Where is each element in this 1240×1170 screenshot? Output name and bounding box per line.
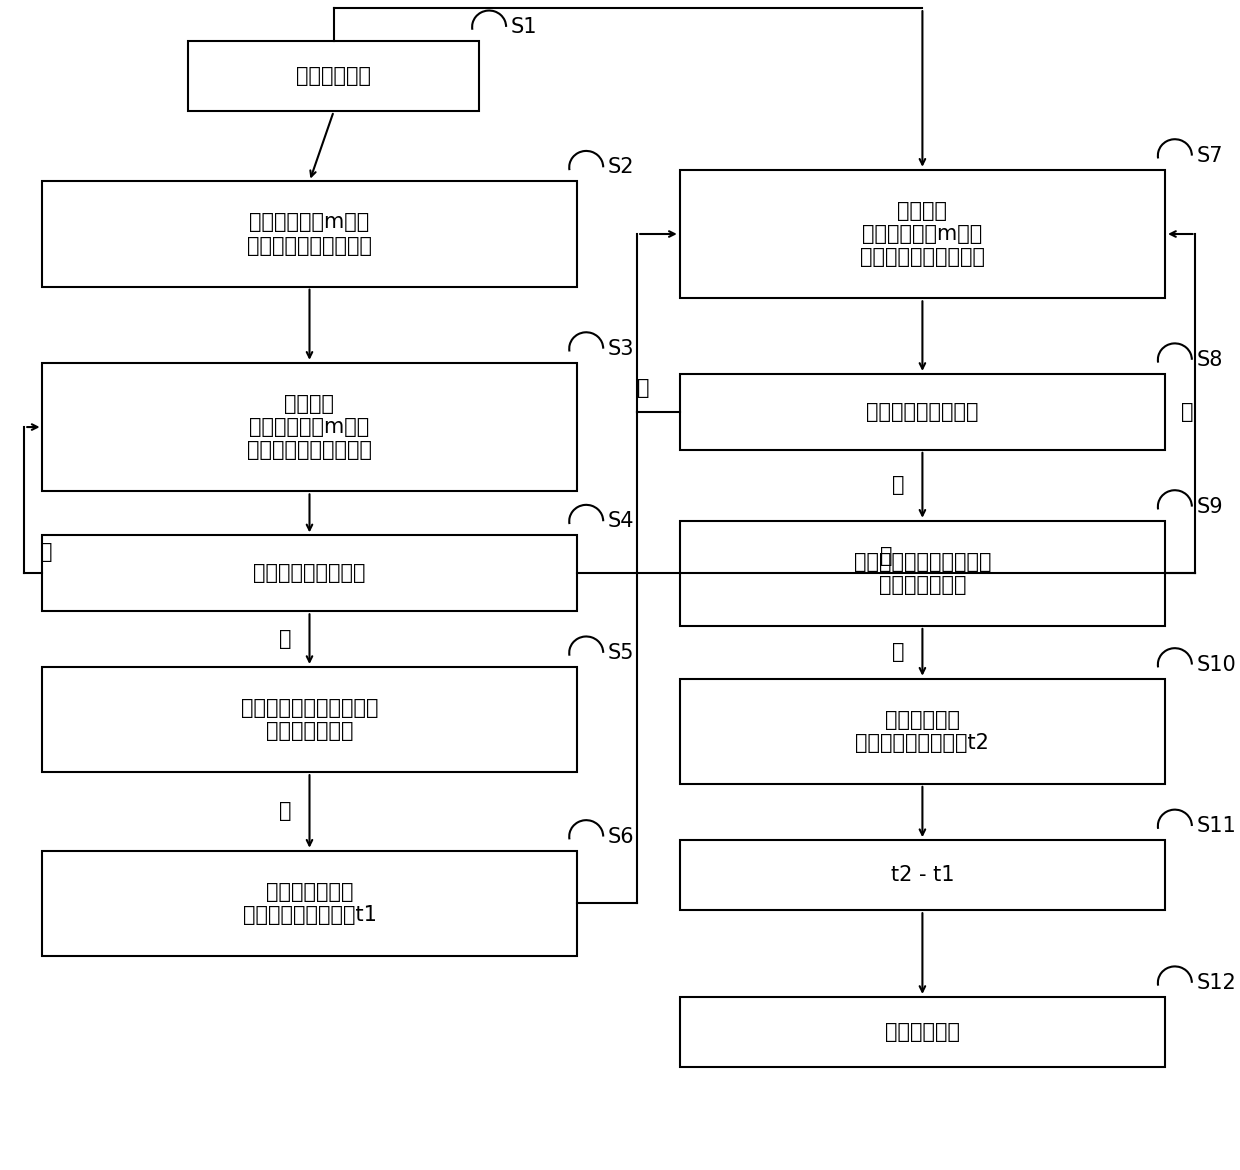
Text: 否: 否 — [279, 801, 291, 821]
Bar — [680, 373, 1166, 449]
Text: S5: S5 — [608, 642, 635, 663]
Bar — [680, 840, 1166, 910]
Text: S11: S11 — [1197, 815, 1236, 837]
Bar — [680, 679, 1166, 784]
Text: 是: 是 — [879, 545, 893, 566]
Text: 是: 是 — [892, 475, 904, 495]
Text: 否: 否 — [892, 642, 904, 662]
Text: S3: S3 — [608, 338, 635, 359]
Text: S8: S8 — [1197, 350, 1223, 370]
Text: 检测到回波，
计算基准波前沿时刻t2: 检测到回波， 计算基准波前沿时刻t2 — [856, 710, 990, 752]
Text: 关闭计算窗口: 关闭计算窗口 — [885, 1021, 960, 1042]
Text: 拟合的直线斜率与前一组
斜率比较，大于: 拟合的直线斜率与前一组 斜率比较，大于 — [853, 552, 991, 594]
Text: S1: S1 — [511, 16, 537, 37]
Text: t2 - t1: t2 - t1 — [890, 865, 954, 886]
Bar — [680, 521, 1166, 626]
Text: 逐点滑动
对下一组连续m个点
进行最小二乘直线拟合: 逐点滑动 对下一组连续m个点 进行最小二乘直线拟合 — [247, 394, 372, 460]
Text: 是: 是 — [279, 629, 291, 649]
Text: S2: S2 — [608, 157, 635, 178]
Text: S4: S4 — [608, 511, 635, 531]
Bar — [680, 170, 1166, 298]
Bar — [188, 41, 480, 111]
Text: 拟合的直线斜率与前一组
斜率比较，大于: 拟合的直线斜率与前一组 斜率比较，大于 — [241, 698, 378, 741]
Text: 启动计算窗口: 启动计算窗口 — [296, 66, 371, 87]
Text: 是: 是 — [1180, 401, 1193, 422]
Text: 与门限值比较，大于: 与门限值比较，大于 — [253, 563, 366, 584]
Text: S9: S9 — [1197, 496, 1224, 517]
Text: S6: S6 — [608, 826, 635, 847]
Bar — [42, 181, 577, 287]
Text: 与门限值比较，大于: 与门限值比较，大于 — [867, 401, 978, 422]
Text: S7: S7 — [1197, 145, 1223, 166]
Bar — [42, 536, 577, 611]
Text: S12: S12 — [1197, 972, 1236, 993]
Bar — [42, 851, 577, 956]
Text: 否: 否 — [637, 378, 650, 399]
Text: 对第一组连续m个点
进行最小二乘直线拟合: 对第一组连续m个点 进行最小二乘直线拟合 — [247, 213, 372, 255]
Text: 逐点滑动
对下一组连续m个点
进行最小二乘直线拟合: 逐点滑动 对下一组连续m个点 进行最小二乘直线拟合 — [859, 201, 985, 267]
Bar — [42, 363, 577, 491]
Bar — [680, 997, 1166, 1067]
Text: S10: S10 — [1197, 654, 1236, 675]
Bar — [42, 667, 577, 772]
Text: 否: 否 — [40, 542, 52, 563]
Text: 检测到基准波，
计算基准波前沿时刻t1: 检测到基准波， 计算基准波前沿时刻t1 — [243, 882, 377, 924]
